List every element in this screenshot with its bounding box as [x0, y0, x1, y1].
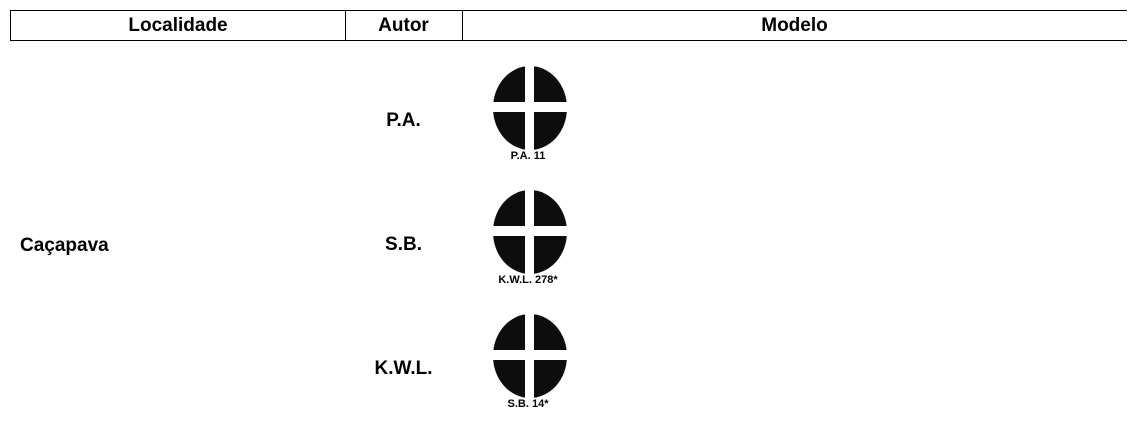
author: S.B.: [385, 234, 422, 255]
model-caption: K.W.L. 278*: [498, 274, 558, 286]
model-caption: S.B. 14*: [507, 398, 549, 410]
locality: Caçapava: [20, 235, 109, 256]
header-cell: Autor: [345, 10, 463, 41]
model-image: [491, 312, 569, 400]
author: P.A.: [386, 110, 421, 131]
model-image: [491, 64, 569, 152]
model-caption: P.A. 11: [510, 150, 546, 162]
header-cell: Modelo: [462, 10, 1127, 41]
author: K.W.L.: [374, 358, 433, 379]
header-cell: Localidade: [10, 10, 346, 41]
model-image: [491, 188, 569, 276]
